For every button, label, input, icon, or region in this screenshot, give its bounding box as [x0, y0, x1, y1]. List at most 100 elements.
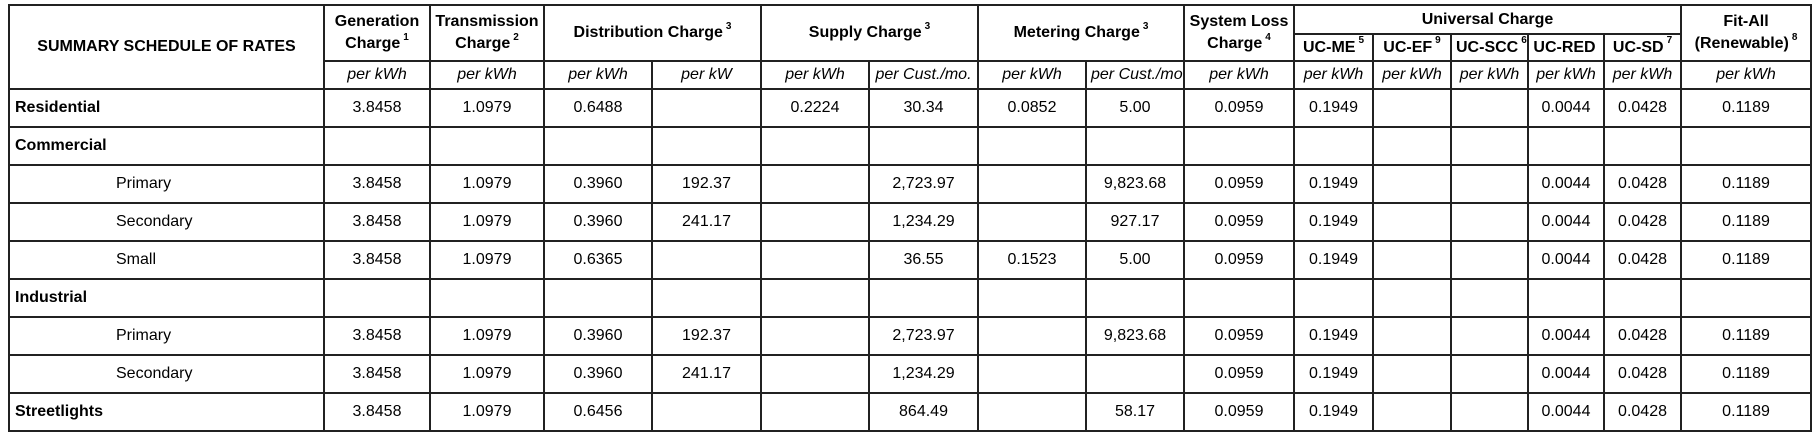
cell-uc-sd: 0.0428	[1602, 202, 1683, 242]
cell-distribution-per-kwh	[543, 278, 653, 318]
cell-distribution-per-kw	[651, 392, 762, 432]
footnote-ref: 6	[1521, 35, 1527, 47]
row-label: Primary	[8, 316, 325, 356]
cell-uc-red: 0.0044	[1527, 88, 1605, 128]
table-header: SUMMARY SCHEDULE OF RATES Generation Char…	[8, 4, 1813, 90]
cell-system-loss-per-kwh: 0.0959	[1183, 392, 1295, 432]
table-row-residential: Residential 3.8458 1.0979 0.6488 0.2224 30.34…	[8, 88, 1813, 128]
cell-supply-per-cust-mo: 2,723.97	[868, 164, 979, 204]
unit-distribution-per-kw: per kW	[651, 60, 762, 90]
cell-uc-sd	[1602, 278, 1683, 318]
col-label: UC-SD	[1612, 38, 1664, 56]
header-row-groups: SUMMARY SCHEDULE OF RATES Generation Char…	[8, 4, 1813, 90]
cell-generation-per-kwh: 3.8458	[323, 88, 431, 128]
cell-metering-per-kwh	[977, 126, 1087, 166]
cell-uc-sd: 0.0428	[1602, 354, 1683, 394]
cell-distribution-per-kwh: 0.6488	[543, 88, 653, 128]
col-transmission-charge: Transmission Charge 2	[429, 4, 545, 62]
cell-supply-per-kwh	[760, 316, 870, 356]
cell-fit-all: 0.1189	[1680, 354, 1813, 394]
cell-uc-red: 0.0044	[1527, 316, 1605, 356]
unit-system-loss-per-kwh: per kWh	[1183, 60, 1295, 90]
cell-metering-per-kwh	[977, 316, 1087, 356]
cell-generation-per-kwh: 3.8458	[323, 202, 431, 242]
header-row-uc: UC-ME 5 UC-EF 9 UC-SCC 6 UC-RED UC-SD 7	[9, 33, 1811, 62]
cell-metering-per-kwh	[977, 278, 1087, 318]
cell-generation-per-kwh: 3.8458	[323, 392, 431, 432]
row-label: Streetlights	[8, 392, 325, 432]
cell-uc-me: 0.1949	[1293, 202, 1374, 242]
cell-transmission-per-kwh: 1.0979	[429, 240, 545, 280]
cell-metering-per-cust-mo: 5.00	[1085, 240, 1185, 280]
cell-supply-per-kwh	[760, 354, 870, 394]
cell-fit-all	[1680, 278, 1813, 318]
cell-fit-all: 0.1189	[1680, 316, 1813, 356]
cell-uc-ef	[1372, 392, 1452, 432]
col-generation-charge: Generation Charge 1	[323, 4, 431, 62]
col-label: Charge	[1207, 35, 1263, 52]
footnote-ref: 3	[924, 20, 931, 32]
cell-uc-sd	[1602, 126, 1683, 166]
unit-generation-per-kwh: per kWh	[323, 60, 431, 90]
cell-uc-sd: 0.0428	[1602, 88, 1683, 128]
cell-supply-per-kwh	[760, 126, 870, 166]
cell-distribution-per-kw: 192.37	[651, 164, 762, 204]
cell-uc-red: 0.0044	[1527, 202, 1605, 242]
table-row-secondary: Secondary 3.8458 1.0979 0.3960 241.17 1,234.2…	[8, 202, 1813, 242]
rates-tbody: Residential 3.8458 1.0979 0.6488 0.2224 30.34…	[8, 88, 1813, 432]
cell-supply-per-cust-mo: 36.55	[868, 240, 979, 280]
page: SUMMARY SCHEDULE OF RATES Generation Char…	[8, 4, 1813, 432]
footnote-ref: 8	[1791, 31, 1798, 43]
cell-uc-ef	[1372, 316, 1452, 356]
col-uc-me: UC-ME 5	[1293, 33, 1374, 62]
table-row-small: Small 3.8458 1.0979 0.6365 36.55 0.1523 5.00 0.…	[8, 240, 1813, 280]
cell-metering-per-kwh	[977, 202, 1087, 242]
cell-transmission-per-kwh: 1.0979	[429, 88, 545, 128]
cell-supply-per-cust-mo: 30.34	[868, 88, 979, 128]
col-label: UC-SCC	[1456, 38, 1519, 56]
col-label: UC-RED	[1533, 38, 1596, 56]
cell-uc-scc	[1450, 354, 1529, 394]
cell-fit-all	[1680, 126, 1813, 166]
cell-metering-per-kwh	[977, 392, 1087, 432]
cell-uc-me: 0.1949	[1293, 316, 1374, 356]
footnote-ref: 1	[403, 31, 409, 43]
footnote-ref: 3	[725, 20, 732, 32]
footnote-ref: 4	[1265, 31, 1271, 43]
col-label: (Renewable)	[1694, 35, 1789, 52]
table-row-streetlights: Streetlights 3.8458 1.0979 0.6456 864.49 58.1…	[8, 392, 1813, 432]
table-title: SUMMARY SCHEDULE OF RATES	[8, 4, 325, 90]
cell-transmission-per-kwh	[429, 278, 545, 318]
cell-transmission-per-kwh: 1.0979	[429, 392, 545, 432]
col-label: Charge	[455, 35, 511, 52]
cell-system-loss-per-kwh	[1183, 126, 1295, 166]
cell-uc-ef	[1372, 88, 1452, 128]
cell-generation-per-kwh: 3.8458	[323, 354, 431, 394]
cell-uc-me: 0.1949	[1293, 88, 1374, 128]
footnote-ref: 3	[1142, 20, 1149, 32]
col-label: Supply Charge	[808, 24, 922, 42]
unit-supply-per-cust-mo: per Cust./mo.	[868, 60, 979, 90]
cell-distribution-per-kwh: 0.3960	[543, 202, 653, 242]
cell-distribution-per-kw	[651, 240, 762, 280]
cell-metering-per-cust-mo: 9,823.68	[1085, 164, 1185, 204]
col-fit-all-renewable: Fit-All (Renewable) 8	[1680, 4, 1813, 62]
cell-distribution-per-kw: 241.17	[651, 202, 762, 242]
unit-metering-per-kwh: per kWh	[977, 60, 1087, 90]
row-label: Commercial	[8, 126, 325, 166]
cell-system-loss-per-kwh	[1183, 278, 1295, 318]
unit-metering-per-cust-mo: per Cust./mo.	[1085, 60, 1185, 90]
cell-supply-per-cust-mo: 1,234.29	[868, 354, 979, 394]
cell-distribution-per-kwh: 0.6456	[543, 392, 653, 432]
col-metering-charge: Metering Charge 3	[977, 4, 1185, 62]
unit-uc-red: per kWh	[1527, 60, 1605, 90]
unit-uc-scc: per kWh	[1450, 60, 1529, 90]
col-group-universal-charge: Universal Charge	[1292, 4, 1683, 35]
cell-uc-red: 0.0044	[1527, 164, 1605, 204]
unit-distribution-per-kwh: per kWh	[543, 60, 653, 90]
unit-transmission-per-kwh: per kWh	[429, 60, 545, 90]
cell-uc-ef	[1372, 278, 1452, 318]
cell-fit-all: 0.1189	[1680, 392, 1813, 432]
cell-metering-per-cust-mo: 927.17	[1085, 202, 1185, 242]
col-label: Transmission	[435, 13, 539, 31]
